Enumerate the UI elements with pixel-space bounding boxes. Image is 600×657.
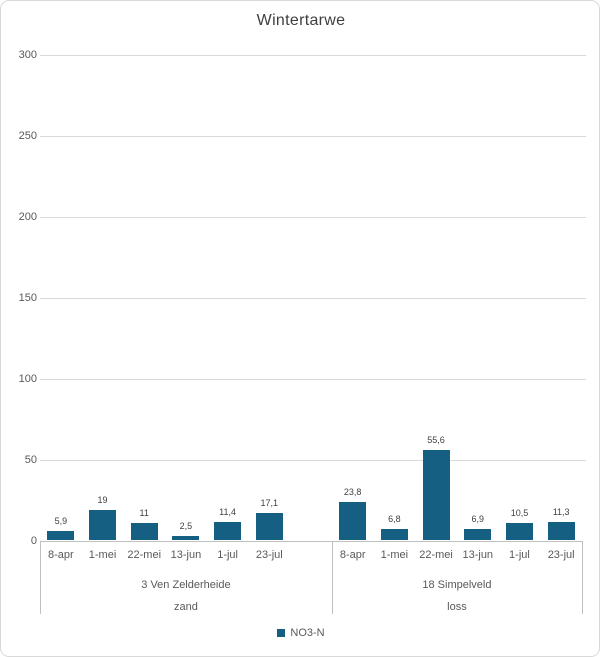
x-axis-line	[40, 540, 582, 542]
category-label: 1-jul	[509, 549, 530, 561]
legend-series-swatch-icon	[277, 629, 286, 637]
y-axis-tick-label: 300	[18, 48, 37, 61]
gridline	[40, 297, 586, 299]
bar	[464, 529, 492, 541]
category-label: 23-jul	[547, 549, 575, 561]
bar	[47, 530, 75, 541]
soil-label: zand	[173, 601, 198, 613]
category-label: 8-apr	[339, 549, 366, 561]
bar	[505, 523, 533, 541]
bar-value-label: 10,5	[510, 508, 529, 519]
y-axis-tick-label: 0	[30, 534, 37, 547]
y-axis-tick-label: 150	[18, 291, 37, 304]
category-axis-divider	[331, 540, 333, 614]
bar-value-label: 17,1	[260, 497, 279, 508]
bar	[380, 529, 408, 541]
gridline	[40, 216, 586, 218]
category-label: 22-mei	[419, 549, 453, 561]
legend-series-label: NO3-N	[290, 627, 325, 639]
category-label: 22-mei	[127, 549, 162, 561]
bar	[214, 522, 242, 541]
category-axis-divider	[40, 540, 41, 614]
gridline	[40, 135, 586, 137]
y-axis-tick-label: 250	[18, 129, 37, 142]
gridline	[40, 378, 586, 380]
bar-value-label: 11	[139, 507, 149, 518]
legend: NO3-N	[1, 627, 599, 639]
soil-label: loss	[447, 601, 467, 613]
category-label: 1-jul	[217, 549, 239, 561]
bar-value-label: 11,4	[219, 507, 237, 518]
bar-value-label: 2,5	[179, 521, 193, 532]
bar-value-label: 19	[97, 494, 108, 505]
category-axis-divider	[582, 540, 583, 614]
group-label: 18 Simpelveld	[422, 578, 492, 591]
chart-title: Wintertarwe	[256, 12, 346, 29]
y-axis-tick-label: 50	[24, 453, 37, 466]
bar	[89, 509, 117, 541]
group-label: 3 Ven Zelderheide	[141, 578, 231, 591]
category-label: 8-apr	[48, 549, 74, 561]
gridline	[40, 459, 586, 461]
category-label: 1-mei	[88, 549, 117, 561]
y-axis-tick-label: 200	[18, 210, 37, 223]
category-label: 23-jul	[255, 549, 283, 561]
gridline	[40, 54, 586, 56]
bar	[255, 512, 283, 541]
bar	[130, 522, 158, 541]
bar-value-label: 23,8	[343, 486, 362, 497]
bar	[172, 536, 200, 541]
bar	[422, 450, 450, 541]
bar-value-label: 6,9	[471, 514, 485, 525]
category-label: 1-mei	[380, 549, 409, 561]
bar-value-label: 5,9	[54, 515, 68, 526]
bar	[339, 501, 367, 541]
y-axis-tick-label: 100	[18, 372, 37, 385]
bar-value-label: 6,8	[388, 514, 401, 525]
bar-value-label: 11,3	[552, 507, 570, 518]
category-label: 13-jun	[170, 549, 202, 561]
bar	[547, 522, 575, 541]
category-label: 13-jun	[462, 549, 494, 561]
bar-value-label: 55,6	[427, 435, 445, 446]
